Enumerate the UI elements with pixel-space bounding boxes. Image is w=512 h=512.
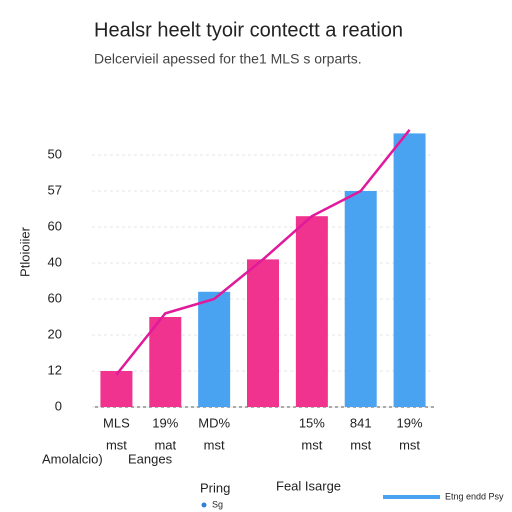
x-tick-sublabel: mst <box>350 437 371 452</box>
legend-label: Eanges <box>128 451 173 466</box>
legend-label: Pring <box>200 480 230 495</box>
x-tick-sublabel: mst <box>106 437 127 452</box>
x-tick-label: 15% <box>299 415 325 430</box>
legend-label: Feal Isarge <box>276 478 341 493</box>
bar <box>198 291 231 407</box>
y-tick-label: 60 <box>48 290 62 305</box>
x-tick-label: MLS <box>103 415 130 430</box>
chart-title: Healsr heelt tyoir contectt a reation <box>94 19 403 41</box>
x-tick-sublabel: mat <box>154 437 176 452</box>
chart-subtitle: Delcervieil apessed for the1 MLS s orpar… <box>94 51 362 67</box>
trend-line <box>115 129 411 376</box>
y-tick-label: 0 <box>55 398 62 413</box>
y-tick-label: 57 <box>48 182 62 197</box>
x-tick-sublabel: mst <box>204 437 225 452</box>
x-tick-label: MD% <box>198 415 230 430</box>
x-tick-label: 19% <box>152 415 178 430</box>
y-tick-label: 20 <box>48 326 62 341</box>
x-tick-sublabel: mst <box>301 437 322 452</box>
y-tick-label: 50 <box>48 146 62 161</box>
x-tick-sublabel: mst <box>399 437 420 452</box>
legend-label: Etng endd Psy <box>445 491 504 501</box>
legend-dot <box>201 502 207 508</box>
bar <box>247 259 279 407</box>
bar <box>100 371 133 407</box>
y-tick-label: 40 <box>48 254 62 269</box>
legend-label: Amolalcio) <box>42 451 103 466</box>
bar <box>344 191 377 407</box>
y-tick-label: 12 <box>48 362 62 377</box>
y-tick-label: 60 <box>48 218 62 233</box>
x-tick-label: 19% <box>397 415 423 430</box>
y-axis-label: Ptloioiier <box>17 226 32 277</box>
legend-label: Sg <box>212 499 223 509</box>
x-tick-label: 841 <box>350 415 372 430</box>
bar <box>295 216 328 407</box>
bar <box>393 133 426 407</box>
bar <box>149 317 182 407</box>
